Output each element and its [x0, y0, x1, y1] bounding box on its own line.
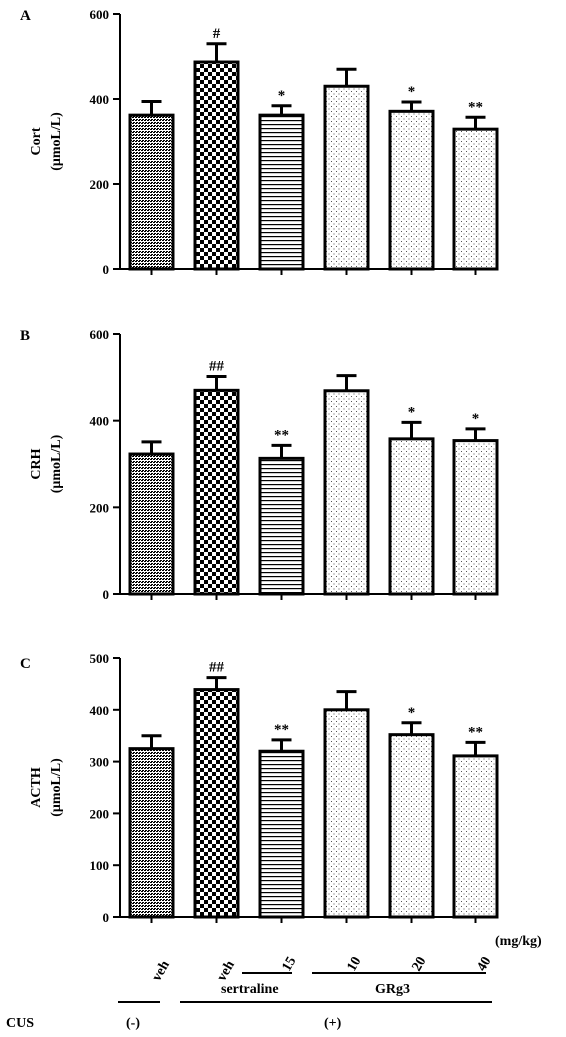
y-tick-label: 200 — [90, 806, 110, 821]
cus-minus-label: (-) — [126, 1016, 140, 1031]
x-tick-label: 40 — [474, 954, 494, 974]
y-tick-label: 600 — [90, 7, 110, 22]
bar — [193, 60, 240, 271]
significance-label: ** — [468, 99, 483, 115]
bar — [452, 439, 499, 596]
bar — [258, 749, 305, 919]
cus-plus-label: (+) — [324, 1016, 342, 1031]
significance-label: ** — [274, 427, 289, 443]
y-axis-title: CRH — [29, 448, 44, 479]
y-axis-title: Cort — [29, 127, 44, 155]
bar — [452, 127, 499, 271]
bar — [128, 452, 175, 596]
x-axis-labels: veh veh 15 10 20 40 (mg/kg) sertraline G… — [6, 934, 542, 1031]
y-axis-unit: (μmoL/L) — [49, 758, 64, 817]
significance-label: * — [472, 411, 480, 427]
bar — [193, 388, 240, 596]
bar — [452, 754, 499, 919]
bar — [388, 733, 435, 919]
significance-label: ** — [468, 724, 483, 740]
bar — [258, 456, 305, 596]
y-axis-unit: (μmoL/L) — [49, 434, 64, 493]
x-tick-label: 20 — [409, 954, 429, 974]
y-tick-label: 300 — [90, 755, 110, 770]
x-tick-label: veh — [149, 958, 173, 984]
cus-label: CUS — [6, 1016, 34, 1031]
significance-label: ## — [209, 660, 225, 676]
x-tick-label: 15 — [279, 954, 299, 974]
significance-label: # — [213, 26, 221, 42]
y-tick-label: 100 — [90, 858, 110, 873]
bar — [323, 708, 370, 919]
sertraline-label: sertraline — [221, 982, 279, 997]
bar — [388, 437, 435, 596]
significance-label: * — [408, 84, 416, 100]
significance-label: * — [278, 88, 286, 104]
grg3-label: GRg3 — [375, 982, 410, 997]
bar — [323, 84, 370, 271]
significance-label: ** — [274, 722, 289, 738]
bar — [193, 688, 240, 919]
y-tick-label: 0 — [103, 587, 110, 602]
y-tick-label: 200 — [90, 500, 110, 515]
bar — [128, 113, 175, 271]
y-tick-label: 400 — [90, 703, 110, 718]
bar — [323, 389, 370, 596]
y-tick-label: 600 — [90, 327, 110, 342]
y-tick-label: 200 — [90, 177, 110, 192]
y-axis-unit: (μmoL/L) — [49, 112, 64, 171]
y-tick-label: 400 — [90, 414, 110, 429]
bar — [388, 109, 435, 271]
panel-letter: B — [20, 328, 30, 344]
bar — [128, 747, 175, 919]
panel-letter: C — [20, 656, 31, 672]
y-tick-label: 0 — [103, 910, 110, 925]
significance-label: * — [408, 404, 416, 420]
significance-label: ## — [209, 358, 225, 374]
y-tick-label: 500 — [90, 651, 110, 666]
significance-label: * — [408, 705, 416, 721]
x-tick-label: 10 — [344, 954, 364, 974]
y-tick-label: 400 — [90, 92, 110, 107]
y-axis-title: ACTH — [29, 767, 44, 808]
y-tick-label: 0 — [103, 262, 110, 277]
bar — [258, 113, 305, 271]
x-unit-label: (mg/kg) — [495, 934, 542, 949]
x-tick-label: veh — [214, 958, 238, 984]
panel-letter: A — [20, 8, 31, 24]
